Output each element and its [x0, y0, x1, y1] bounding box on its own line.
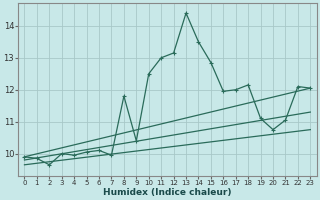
X-axis label: Humidex (Indice chaleur): Humidex (Indice chaleur) — [103, 188, 232, 197]
